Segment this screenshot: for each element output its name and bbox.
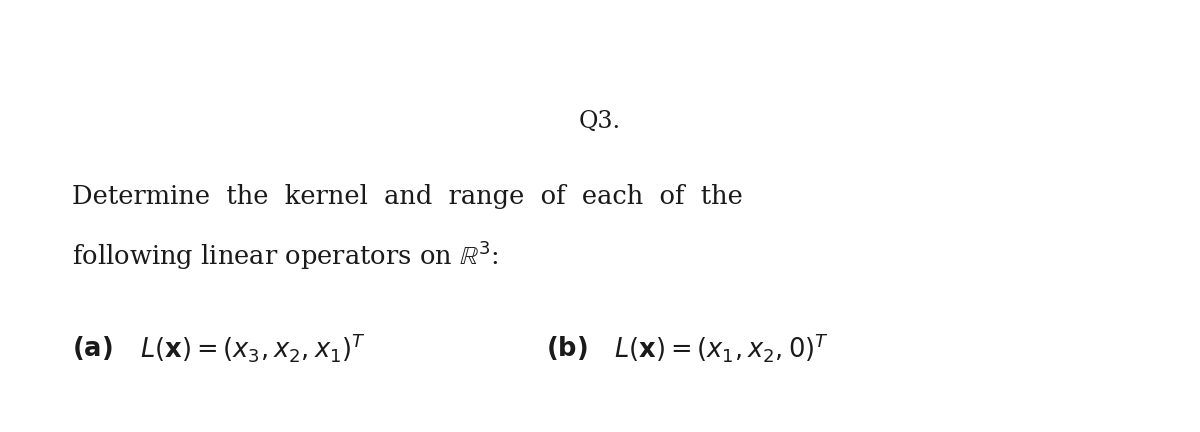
- Text: $\mathbf{(b)}$: $\mathbf{(b)}$: [546, 334, 588, 362]
- Text: $L(\mathbf{x}) = (x_1, x_2, 0)^T$: $L(\mathbf{x}) = (x_1, x_2, 0)^T$: [614, 331, 829, 364]
- Text: $L(\mathbf{x}) = (x_3, x_2, x_1)^T$: $L(\mathbf{x}) = (x_3, x_2, x_1)^T$: [140, 331, 366, 364]
- Text: following linear operators on $\mathbb{R}^3$:: following linear operators on $\mathbb{R…: [72, 238, 499, 272]
- Text: Determine  the  kernel  and  range  of  each  of  the: Determine the kernel and range of each o…: [72, 184, 743, 209]
- Text: Q3.: Q3.: [578, 109, 622, 133]
- Text: $\mathbf{(a)}$: $\mathbf{(a)}$: [72, 334, 113, 362]
